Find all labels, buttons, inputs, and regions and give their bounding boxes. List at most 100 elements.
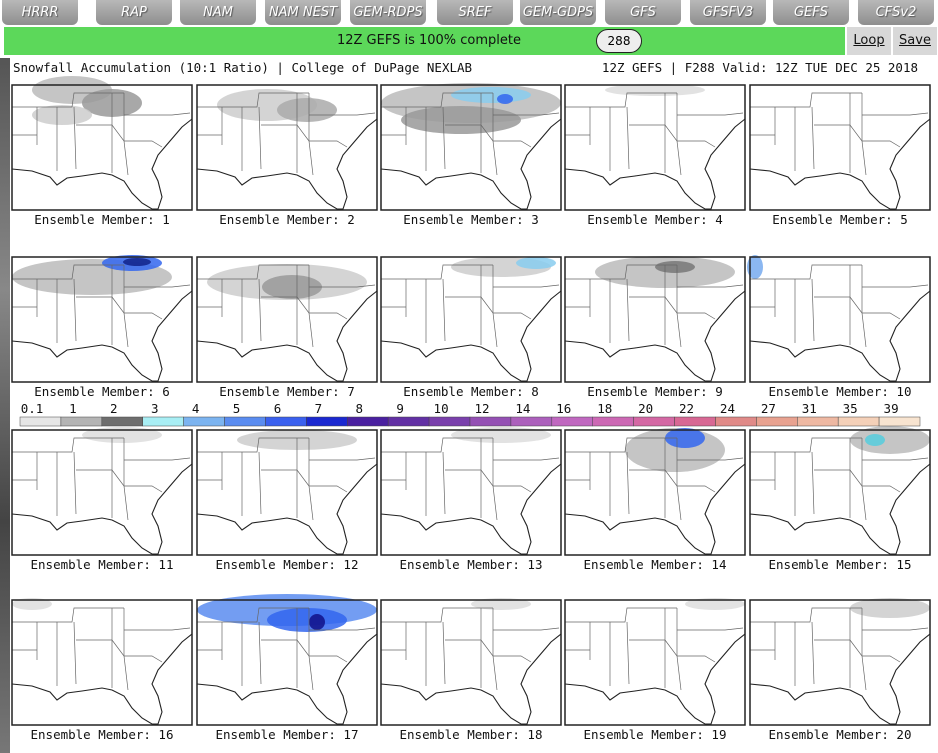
status-bar: 12Z GEFS is 100% complete 288 <box>4 27 845 55</box>
colorbar-label: 24 <box>720 401 735 416</box>
colorbar-swatch <box>674 416 716 427</box>
state-line <box>677 655 716 663</box>
map-panel <box>11 598 193 726</box>
map-panel <box>747 255 931 383</box>
coastline <box>564 633 746 725</box>
panel-label: Ensemble Member: 12 <box>216 557 359 572</box>
panel-label: Ensemble Member: 6 <box>34 384 169 399</box>
colorbar-swatch <box>837 416 880 427</box>
map-bg <box>381 600 561 725</box>
loop-button[interactable]: Loop <box>847 27 891 55</box>
state-line <box>309 627 376 631</box>
colorbar-label: 9 <box>396 401 404 416</box>
snow-area <box>685 598 745 610</box>
model-tab[interactable]: GEM-GDPS <box>520 0 596 25</box>
model-tab[interactable]: NAM NEST <box>265 0 341 25</box>
model-tab[interactable]: RAP <box>96 0 172 25</box>
colorbar-swatch <box>347 416 389 427</box>
colorbar-label: 12 <box>474 401 489 416</box>
state-line <box>309 485 348 493</box>
coastline <box>380 118 562 210</box>
map-panel <box>11 427 193 556</box>
snow-area <box>850 598 930 618</box>
map-border <box>196 84 378 211</box>
state-line <box>493 140 532 148</box>
snow-area <box>262 275 322 299</box>
snow-area <box>267 608 347 632</box>
colorbar-swatch <box>797 416 839 427</box>
map-border <box>380 256 562 383</box>
panel-label: Ensemble Member: 13 <box>400 557 543 572</box>
colorbar-label: 39 <box>884 401 899 416</box>
coastline <box>749 118 931 210</box>
colorbar-label: 6 <box>274 401 282 416</box>
map-bg <box>12 600 192 725</box>
colorbar-swatch <box>224 416 266 427</box>
coastline <box>564 118 746 210</box>
state-line <box>309 112 376 116</box>
colorbar-label: 16 <box>556 401 571 416</box>
map-border <box>196 599 378 726</box>
map-border <box>11 256 193 383</box>
panel-label: Ensemble Member: 17 <box>216 727 359 742</box>
colorbar-swatch <box>469 416 512 427</box>
state-line <box>862 457 929 461</box>
map-bg <box>750 600 930 725</box>
state-line <box>309 140 348 148</box>
map-panel <box>564 256 746 383</box>
panel-label: Ensemble Member: 9 <box>587 384 722 399</box>
panel-label: Ensemble Member: 2 <box>219 212 354 227</box>
state-line <box>750 437 862 453</box>
state-line <box>677 627 744 631</box>
colorbar-swatch <box>265 416 307 427</box>
coastline <box>196 290 378 382</box>
model-tab[interactable]: GEFS <box>773 0 849 25</box>
state-line <box>677 112 744 116</box>
state-line <box>811 278 815 342</box>
map-panel <box>196 594 378 726</box>
map-panel <box>196 84 378 211</box>
state-line <box>750 92 862 108</box>
state-line <box>124 485 163 493</box>
map-border <box>380 84 562 211</box>
model-tab[interactable]: GFSFV3 <box>690 0 766 25</box>
colorbar-label: 2 <box>110 401 118 416</box>
model-tab[interactable]: SREF <box>437 0 513 25</box>
panel-label: Ensemble Member: 14 <box>584 557 727 572</box>
panel-label: Ensemble Member: 4 <box>587 212 722 227</box>
model-tab[interactable]: NAM <box>180 0 256 25</box>
map-panel <box>380 598 562 726</box>
snow-area <box>655 261 695 273</box>
panel-label: Ensemble Member: 7 <box>219 384 354 399</box>
model-tab[interactable]: GEM-RDPS <box>350 0 426 25</box>
state-line <box>197 607 309 623</box>
model-tab[interactable]: HRRR <box>2 0 78 25</box>
map-panel <box>196 429 378 556</box>
map-panel <box>749 426 931 556</box>
state-line <box>442 451 446 515</box>
state-line <box>811 106 815 170</box>
side-strip <box>0 58 10 753</box>
colorbar-swatch <box>878 416 921 427</box>
coastline <box>11 118 193 210</box>
state-line <box>565 92 677 108</box>
state-line <box>258 106 262 170</box>
colorbar-swatch <box>715 416 757 427</box>
map-panel <box>380 83 562 211</box>
snow-area <box>605 84 705 96</box>
model-tab[interactable]: CFSv2 <box>858 0 934 25</box>
map-panel <box>380 256 562 383</box>
map-border <box>380 599 562 726</box>
map-border <box>564 84 746 211</box>
map-border <box>749 84 931 211</box>
coastline <box>196 463 378 555</box>
colorbar-label: 1 <box>69 401 77 416</box>
panel-label: Ensemble Member: 19 <box>584 727 727 742</box>
panel-label: Ensemble Member: 3 <box>403 212 538 227</box>
save-button[interactable]: Save <box>893 27 937 55</box>
map-bg <box>750 85 930 210</box>
model-tab[interactable]: GFS <box>605 0 681 25</box>
state-line <box>12 92 124 108</box>
panel-label: Ensemble Member: 11 <box>31 557 174 572</box>
forecast-hour[interactable]: 288 <box>596 29 642 53</box>
